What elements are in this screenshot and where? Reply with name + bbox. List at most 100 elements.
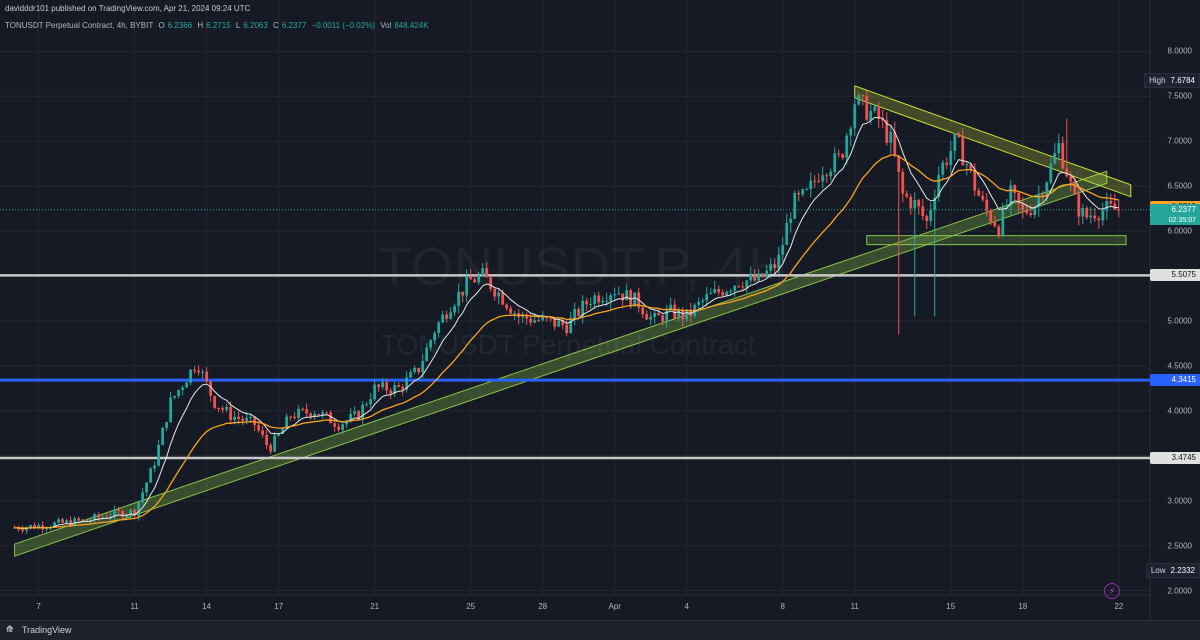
candle [837, 149, 841, 158]
candle-body [501, 292, 505, 305]
candle [705, 287, 709, 307]
low-label: L [235, 21, 241, 30]
candle [861, 94, 865, 106]
y-tick-label: 6.5000 [1167, 181, 1192, 191]
candle [289, 415, 293, 421]
tradingview-logo-icon[interactable]: ⟰ [6, 624, 14, 634]
candle-body [957, 133, 961, 137]
candle [945, 157, 949, 170]
high-badge-label: High [1149, 76, 1166, 86]
candle [429, 338, 433, 352]
high-value: 6.2715 [206, 21, 231, 30]
candle-body [1117, 209, 1121, 211]
candle-body [865, 95, 869, 120]
candle [1109, 193, 1113, 206]
candle-body [601, 300, 605, 303]
candle [213, 395, 217, 410]
candle-body [209, 381, 213, 397]
candle-body [481, 268, 485, 276]
candle-body [529, 318, 533, 323]
candle-body [649, 316, 653, 320]
candle-body [101, 516, 105, 518]
candle [1049, 157, 1053, 185]
candle-body [269, 445, 273, 452]
candle [905, 190, 909, 199]
candle-body [493, 288, 497, 297]
current-price-badge: 6.2377 [1150, 203, 1200, 216]
candle [801, 188, 805, 197]
candle [437, 320, 441, 338]
x-tick-label: 11 [130, 602, 139, 611]
candle-body [885, 120, 889, 143]
tradingview-brand[interactable]: TradingView [22, 625, 72, 635]
y-tick-label: 2.5000 [1167, 541, 1192, 551]
y-tick-label: 3.0000 [1167, 496, 1192, 506]
candle [421, 353, 425, 378]
candle [981, 190, 985, 203]
candle-body [633, 292, 637, 307]
candle [241, 415, 245, 426]
candle-body [953, 133, 957, 151]
candle [293, 412, 297, 420]
candle-body [513, 313, 517, 315]
candle [385, 378, 389, 395]
candle-body [769, 264, 773, 271]
candle [445, 310, 449, 323]
candle [969, 163, 973, 173]
candle-body [925, 216, 929, 221]
candle [141, 488, 145, 506]
candle [1009, 180, 1013, 217]
candle [821, 166, 825, 189]
candle [1097, 215, 1101, 229]
candle [577, 306, 581, 320]
candle [301, 407, 305, 412]
candle [297, 404, 301, 421]
candle [765, 264, 769, 279]
candle-body [685, 309, 689, 320]
footer-bar: ⟰ TradingView [0, 620, 1200, 640]
candle [957, 131, 961, 139]
lightning-bolt-icon[interactable]: ⚡ [1104, 583, 1120, 599]
candle-body [1089, 215, 1093, 218]
candle-body [793, 193, 797, 219]
candle [537, 316, 541, 323]
candle [69, 516, 73, 527]
candle-body [1009, 185, 1013, 207]
candle [1025, 204, 1029, 216]
candle [57, 517, 61, 524]
candle-body [85, 519, 89, 521]
high-label: H [197, 21, 204, 30]
candle [977, 187, 981, 197]
candle-body [733, 285, 737, 291]
candle-body [73, 518, 77, 526]
candle [853, 99, 857, 137]
x-tick-label: 17 [274, 602, 284, 611]
candle [561, 316, 565, 330]
candle [401, 384, 405, 396]
candle [345, 419, 349, 429]
candle-body [109, 516, 113, 518]
open-value: 6.2366 [167, 21, 193, 30]
y-tick-label: 5.0000 [1167, 316, 1192, 326]
price-chart[interactable] [0, 0, 1200, 620]
candle-body [505, 304, 509, 309]
symbol-title[interactable]: TONUSDT Perpetual Contract, 4h, BYBIT [5, 21, 154, 30]
candle [721, 289, 725, 298]
candle-body [449, 312, 453, 319]
candle [889, 124, 893, 154]
candle-body [929, 209, 933, 221]
candle [205, 367, 209, 384]
candle-body [717, 289, 721, 293]
low-value: 6.2063 [243, 21, 268, 30]
candle-body [969, 164, 973, 170]
candle [473, 274, 477, 283]
candle [849, 125, 853, 147]
ascending-support-channel [14, 170, 1108, 557]
candle-body [249, 416, 253, 418]
candle-body [673, 304, 677, 319]
candle-body [33, 525, 37, 529]
candle-body [169, 397, 173, 423]
descending-resistance-channel [854, 85, 1132, 198]
candle-body [213, 396, 217, 408]
